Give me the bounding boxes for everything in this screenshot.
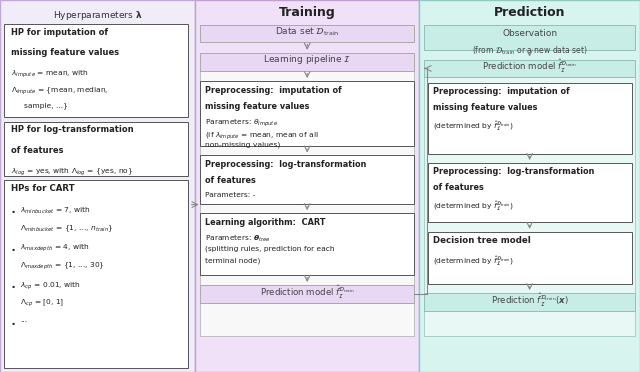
Text: (determined by $\hat{f}_{\mathcal{I}}^{\mathcal{D}_{\mathrm{train}}}$): (determined by $\hat{f}_{\mathcal{I}}^{\… [433,119,513,133]
Bar [200,71,414,336]
Text: Learning pipeline $\mathcal{I}$: Learning pipeline $\mathcal{I}$ [263,54,351,66]
Text: $\Lambda_{\mathit{minbucket}}$ = {1, ..., $n_{\mathit{train}}$}: $\Lambda_{\mathit{minbucket}}$ = {1, ...… [20,223,114,234]
Text: $\bullet$: $\bullet$ [10,206,15,215]
Text: (from $\mathcal{D}_{\mathrm{train}}$ or a new data set): (from $\mathcal{D}_{\mathrm{train}}$ or … [472,44,588,57]
Text: of features: of features [433,183,483,192]
Text: Prediction model $\hat{f}_{\mathcal{I}}^{\mathcal{D}_{\mathrm{train}}}$: Prediction model $\hat{f}_{\mathcal{I}}^… [260,283,355,301]
Text: (splitting rules, prediction for each: (splitting rules, prediction for each [205,246,335,252]
Text: Prediction model $\hat{f}_{\mathcal{I}}^{\mathcal{D}_{\mathrm{train}}}$: Prediction model $\hat{f}_{\mathcal{I}}^… [482,58,577,75]
Text: Observation: Observation [502,29,557,38]
Text: of features: of features [11,146,63,155]
Bar [195,0,419,372]
Text: $\lambda_{\mathit{maxdepth}}$ = 4, with: $\lambda_{\mathit{maxdepth}}$ = 4, with [20,243,90,254]
Text: non-missing values): non-missing values) [205,142,281,148]
Text: $\Lambda_{\mathit{impute}}$ = {mean, median,: $\Lambda_{\mathit{impute}}$ = {mean, med… [11,86,108,97]
Bar [200,155,414,204]
Bar [4,180,188,368]
Bar [200,285,414,303]
Bar [428,83,632,154]
Text: Prediction $\hat{f}_{\mathcal{I}}^{\mathcal{D}_{\mathrm{train}}}(\boldsymbol{x}): Prediction $\hat{f}_{\mathcal{I}}^{\math… [491,292,568,309]
Bar [424,25,635,50]
Text: missing feature values: missing feature values [205,102,310,110]
Text: $\lambda_{\mathit{log}}$ = yes, with $\Lambda_{\mathit{log}}$ = {yes, no}: $\lambda_{\mathit{log}}$ = yes, with $\L… [11,166,133,178]
Text: Preprocessing:  log-transformation: Preprocessing: log-transformation [205,160,367,169]
Text: $\Lambda_{\mathit{cp}}$ = [0, 1]: $\Lambda_{\mathit{cp}}$ = [0, 1] [20,298,65,309]
Text: $\lambda_{\mathit{minbucket}}$ = 7, with: $\lambda_{\mathit{minbucket}}$ = 7, with [20,206,91,216]
Text: (determined by $\hat{f}_{\mathcal{I}}^{\mathcal{D}_{\mathrm{train}}}$): (determined by $\hat{f}_{\mathcal{I}}^{\… [433,199,513,213]
Text: Parameters: -: Parameters: - [205,192,256,198]
Text: Parameters: $\boldsymbol{\theta}_{\mathit{tree}}$: Parameters: $\boldsymbol{\theta}_{\mathi… [205,234,271,244]
Text: sample, ...}: sample, ...} [24,102,68,109]
Bar [200,25,414,42]
Text: Preprocessing:  log-transformation: Preprocessing: log-transformation [433,167,594,176]
Text: (if $\lambda_{\mathit{impute}}$ = mean, mean of all: (if $\lambda_{\mathit{impute}}$ = mean, … [205,130,319,142]
Text: HPs for CART: HPs for CART [11,184,74,193]
Text: ...: ... [20,317,28,323]
Text: Training: Training [279,6,335,19]
Text: Prediction: Prediction [494,6,565,19]
Bar [428,232,632,284]
Bar [4,122,188,176]
Text: $\lambda_{\mathit{impute}}$ = mean, with: $\lambda_{\mathit{impute}}$ = mean, with [11,69,89,80]
Text: $\bullet$: $\bullet$ [10,244,15,253]
Text: Parameters: $\theta_{\mathit{impute}}$: Parameters: $\theta_{\mathit{impute}}$ [205,118,278,129]
Text: of features: of features [205,176,256,185]
Bar [424,60,635,77]
Bar [4,24,188,117]
Text: (determined by $\hat{f}_{\mathcal{I}}^{\mathcal{D}_{\mathrm{train}}}$): (determined by $\hat{f}_{\mathcal{I}}^{\… [433,254,513,267]
Text: $\lambda_{\mathit{cp}}$ = 0.01, with: $\lambda_{\mathit{cp}}$ = 0.01, with [20,280,81,292]
Text: missing feature values: missing feature values [11,48,119,57]
Bar [200,213,414,275]
Bar [0,0,195,372]
Bar [428,163,632,222]
Text: $\bullet$: $\bullet$ [10,318,15,327]
Text: Learning algorithm:  CART: Learning algorithm: CART [205,218,326,227]
Text: terminal node): terminal node) [205,258,261,264]
Text: Data set $\mathcal{D}_{\mathrm{train}}$: Data set $\mathcal{D}_{\mathrm{train}}$ [275,25,339,38]
Text: HP for log-transformation: HP for log-transformation [11,125,134,134]
Text: HP for imputation of: HP for imputation of [11,28,108,37]
Text: Hyperparameters $\boldsymbol{\lambda}$: Hyperparameters $\boldsymbol{\lambda}$ [53,9,142,22]
Bar [200,53,414,71]
Text: Preprocessing:  imputation of: Preprocessing: imputation of [205,86,342,94]
Bar [419,0,640,372]
Bar [424,77,635,336]
Bar [424,293,635,311]
Text: $\bullet$: $\bullet$ [10,281,15,290]
Bar [200,81,414,146]
Text: $\Lambda_{\mathit{maxdepth}}$ = {1, ..., 30}: $\Lambda_{\mathit{maxdepth}}$ = {1, ...,… [20,260,106,272]
Text: Preprocessing:  imputation of: Preprocessing: imputation of [433,87,570,96]
Text: missing feature values: missing feature values [433,103,537,112]
Text: Decision tree model: Decision tree model [433,236,531,245]
